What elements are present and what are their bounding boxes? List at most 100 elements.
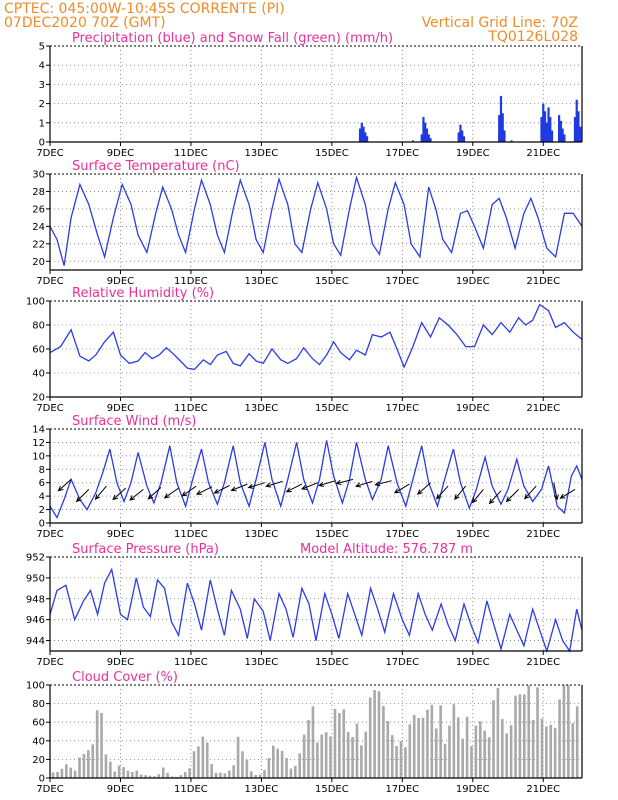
cloud-bar: [478, 721, 482, 778]
cloud-bar: [523, 694, 526, 778]
x-tick-label: 13DEC: [245, 657, 279, 668]
cloud-bar: [355, 723, 359, 778]
cloud-bar: [558, 699, 561, 778]
x-tick-label: 9DEC: [107, 784, 134, 795]
cloud-bar: [104, 754, 108, 778]
x-tick-label: 7DEC: [36, 784, 63, 795]
x-tick-label: 9DEC: [107, 148, 134, 159]
x-tick-label: 19DEC: [456, 657, 490, 668]
cloud-bar: [487, 737, 491, 778]
y-tick-label: 952: [26, 553, 45, 564]
cloud-bar: [316, 742, 319, 778]
cloud-bar: [412, 714, 416, 778]
cloud-bar: [232, 765, 235, 778]
cloud-bar: [514, 695, 517, 778]
cloud-bar: [298, 753, 302, 778]
cloud-bar: [126, 770, 130, 778]
cloud-bar: [452, 704, 456, 778]
cloud-bar: [338, 713, 341, 778]
x-tick-label: 21DEC: [526, 784, 560, 795]
wind-arrow: [435, 485, 449, 500]
cloud-bar: [183, 772, 187, 778]
cloud-bar: [320, 734, 324, 778]
y-tick-label: 20: [32, 755, 45, 766]
x-tick-label: 9DEC: [107, 529, 134, 540]
header-date: 07DEC2020 70Z (GMT): [4, 15, 166, 31]
cloud-bar: [540, 718, 544, 778]
cloud-bar: [170, 776, 174, 778]
wind-arrow: [300, 482, 318, 490]
precip-bar: [573, 117, 577, 142]
y-tick-label: 80: [32, 699, 45, 710]
panel-title: Surface Pressure (hPa): [72, 542, 219, 557]
cloud-bar: [439, 705, 442, 778]
panel-cloud: 0 20 40 60 80 100 7DEC 9DEC 11DEC 13DEC 15DEC 17DEC…: [26, 670, 583, 795]
cloud-bar: [368, 697, 372, 778]
cloud-bar: [60, 768, 64, 778]
x-tick-label: 15DEC: [315, 784, 349, 795]
precip-bar: [543, 111, 547, 142]
cloud-bar: [131, 772, 134, 778]
cloud-bar: [254, 775, 257, 778]
precip-bar: [429, 138, 432, 142]
precip-bar: [424, 122, 427, 142]
cloud-bar: [390, 735, 394, 778]
cloud-bar: [426, 709, 429, 778]
x-tick-label: 21DEC: [526, 148, 560, 159]
wind-arrow: [505, 489, 519, 503]
cloud-bar: [386, 720, 390, 778]
precip-bar: [362, 126, 365, 142]
pressure-line: [49, 567, 583, 654]
cloud-bar: [157, 774, 161, 778]
wind-arrow: [393, 483, 410, 494]
x-tick-label: 21DEC: [526, 276, 560, 287]
cloud-bar: [210, 764, 213, 778]
cloud-bar: [421, 717, 425, 778]
y-tick-label: 944: [26, 636, 45, 647]
cloud-bar: [51, 772, 55, 778]
precip-bar: [557, 115, 561, 142]
precip-bar: [501, 113, 504, 142]
precip-bar: [503, 130, 506, 142]
wind-arrow: [112, 487, 127, 501]
precip-bar: [575, 99, 578, 142]
x-tick-label: 15DEC: [315, 148, 349, 159]
wind-arrow: [195, 486, 213, 495]
precip-bar: [427, 134, 430, 142]
cloud-bar: [223, 773, 227, 778]
wind-arrow: [163, 487, 179, 499]
y-tick-label: 2: [39, 99, 45, 110]
cloud-bar: [562, 685, 566, 778]
panel-title: Precipitation (blue) and Snow Fall (gree…: [72, 31, 393, 46]
panel-wind: 0 2 4 6 8 10 12 14 7DEC 9DEC 11DEC 13DEC 15DEC 17DEC 1…: [32, 414, 583, 540]
wind-arrow: [559, 488, 576, 499]
y-tick-label: 22: [32, 239, 45, 250]
y-tick-label: 80: [32, 321, 45, 332]
cloud-bar: [201, 736, 205, 778]
x-tick-label: 11DEC: [174, 657, 208, 668]
temperature-line: [49, 175, 583, 266]
cloud-bar: [82, 754, 86, 778]
cloud-bar: [496, 687, 500, 778]
cloud-bar: [434, 728, 438, 778]
cloud-bar: [404, 747, 407, 778]
panel-temperature: 20 22 24 26 28 30 7DEC 9DEC 11DEC 13DEC 15DEC 17DEC…: [32, 159, 583, 287]
x-tick-label: 19DEC: [456, 784, 490, 795]
x-tick-label: 15DEC: [315, 403, 349, 414]
y-tick-label: 10: [32, 451, 45, 462]
y-tick-label: 30: [32, 170, 45, 181]
x-tick-label: 17DEC: [385, 276, 419, 287]
y-tick-label: 950: [26, 573, 45, 584]
y-tick-label: 100: [26, 681, 45, 692]
y-tick-label: 3: [39, 80, 45, 91]
cloud-bar: [571, 723, 575, 778]
x-tick-label: 17DEC: [385, 657, 419, 668]
x-tick-label: 7DEC: [36, 403, 63, 414]
y-tick-label: 1: [39, 118, 45, 129]
wind-arrow: [374, 480, 392, 487]
y-tick-label: 20: [32, 257, 45, 268]
cloud-bar: [280, 750, 284, 778]
wind-arrow: [285, 483, 303, 493]
precip-bar: [425, 128, 429, 142]
